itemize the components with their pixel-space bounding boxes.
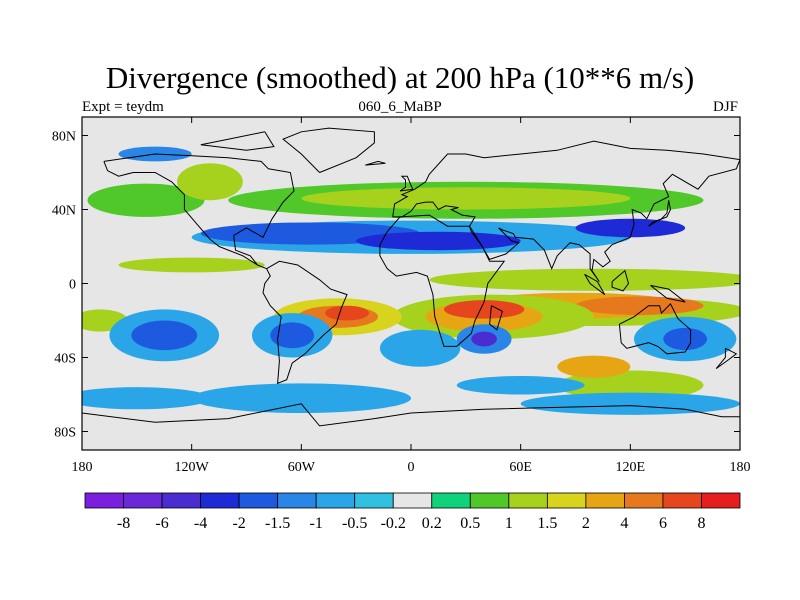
- coastline-8: [648, 200, 672, 227]
- map-title: Divergence (smoothed) at 200 hPa (10**6 …: [105, 60, 695, 95]
- colorbar-swatch: [546, 492, 587, 509]
- field-contour-33: [191, 383, 411, 414]
- coastline-10: [611, 269, 630, 292]
- colorbar-label: -4: [194, 515, 207, 532]
- lat-tick-label: 0: [69, 278, 76, 293]
- colorbar-swatch: [123, 492, 163, 509]
- coastline-14: [200, 131, 275, 151]
- coastline-4: [379, 214, 506, 347]
- field-contour-34: [520, 392, 740, 415]
- field-contour-35: [82, 387, 210, 410]
- field-contour-26: [379, 329, 461, 367]
- coastline-15: [365, 160, 386, 166]
- colorbar-swatch: [469, 492, 510, 509]
- colorbar-label: 6: [659, 515, 667, 532]
- divergence-field: [82, 146, 740, 415]
- colorbar-swatch: [431, 492, 471, 509]
- coastline-6: [82, 403, 740, 427]
- season-label: DJF: [712, 99, 738, 115]
- field-contour-7: [87, 183, 205, 217]
- lon-tick-label: 180: [730, 460, 751, 475]
- colorbar-swatch: [277, 492, 317, 509]
- colorbar-swatch: [84, 492, 124, 509]
- lat-tick-label: 80S: [54, 426, 76, 441]
- field-contour-3: [356, 231, 521, 251]
- colorbar-label: -0.2: [381, 515, 406, 532]
- axis-ticks: 180 120W 60W 0 60E 120E 180 80N 40N 0 40S 80S: [52, 117, 751, 475]
- experiment-label: Expt = teydm: [82, 99, 164, 115]
- field-contour-4: [575, 218, 686, 238]
- coastline-0: [103, 153, 295, 270]
- colorbar-label: -8: [117, 515, 130, 532]
- colorbar-swatch: [238, 492, 279, 509]
- colorbar-swatch: [701, 492, 741, 509]
- coastline-1: [262, 260, 348, 385]
- coastline-13: [715, 347, 738, 370]
- field-contour-25: [131, 320, 198, 351]
- colorbar-label: -6: [155, 515, 168, 532]
- field-contour-30: [663, 327, 708, 351]
- lon-tick-label: 60E: [509, 460, 532, 475]
- coastline-9: [584, 273, 606, 295]
- lat-tick-label: 40S: [54, 352, 76, 367]
- colorbar-swatch: [392, 492, 433, 509]
- run-label: 060_6_MaBP: [358, 99, 442, 115]
- coastline-2: [282, 127, 375, 173]
- field-contour-21: [325, 305, 369, 321]
- field-contour-8: [177, 163, 243, 201]
- lon-tick-label: 0: [408, 460, 415, 475]
- colorbar-label: 2: [582, 515, 590, 532]
- colorbar: -8 -6 -4 -2 -1.5 -1 -0.5 -0.2 0.2 0.5 1 1.5 2 4 6 8: [84, 492, 741, 532]
- field-contour-36: [456, 376, 585, 395]
- lon-tick-label: 60W: [288, 460, 316, 475]
- field-contour-6: [301, 187, 631, 210]
- field-contour-31: [557, 370, 704, 401]
- colorbar-label: 1.5: [537, 515, 557, 532]
- lat-tick-label: 80N: [52, 130, 76, 145]
- field-contour-9: [118, 257, 265, 273]
- coastlines: [82, 127, 740, 427]
- coastline-11: [650, 284, 686, 303]
- coastline-7: [399, 175, 414, 192]
- colorbar-swatch: [662, 492, 702, 509]
- colorbar-label: -0.5: [342, 515, 367, 532]
- colorbar-swatch: [585, 492, 625, 509]
- lon-tick-label: 120W: [175, 460, 210, 475]
- field-contour-15: [575, 296, 704, 315]
- lon-tick-label: 180: [72, 460, 93, 475]
- field-contour-18: [443, 300, 525, 319]
- field-contour-23: [270, 322, 315, 349]
- colorbar-label: -1.5: [265, 515, 290, 532]
- colorbar-swatch: [200, 492, 240, 509]
- colorbar-label: 8: [697, 515, 705, 532]
- colorbar-swatch: [624, 492, 664, 509]
- field-contour-32: [557, 355, 631, 378]
- coastline-3: [392, 140, 740, 282]
- coastline-5: [618, 303, 692, 355]
- field-contour-28: [471, 331, 497, 347]
- colorbar-swatch: [508, 492, 548, 509]
- colorbar-label: 0.2: [422, 515, 442, 532]
- colorbar-label: 4: [620, 515, 628, 532]
- lon-tick-label: 120E: [616, 460, 646, 475]
- coastline-12: [489, 305, 503, 331]
- colorbar-label: -1: [310, 515, 323, 532]
- field-contour-12: [429, 268, 740, 291]
- colorbar-swatch: [161, 492, 201, 509]
- colorbar-label: 1: [505, 515, 513, 532]
- colorbar-swatch: [315, 492, 356, 509]
- colorbar-swatch: [354, 492, 394, 509]
- colorbar-label: -2: [232, 515, 245, 532]
- lat-tick-label: 40N: [52, 204, 76, 219]
- colorbar-label: 0.5: [460, 515, 480, 532]
